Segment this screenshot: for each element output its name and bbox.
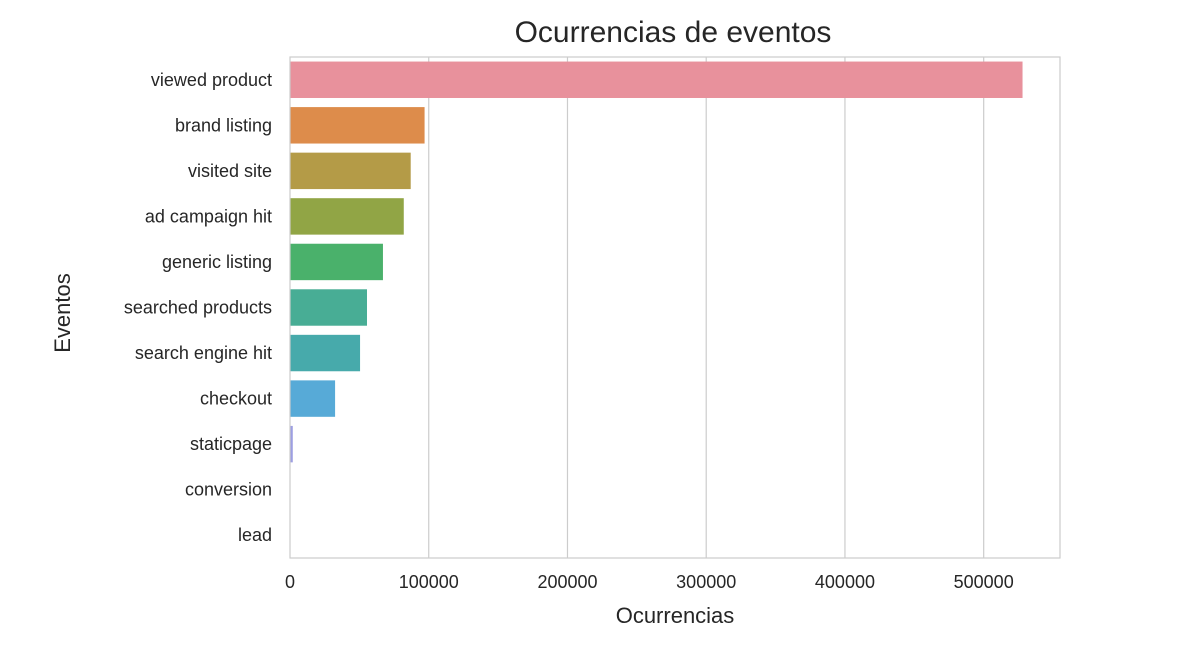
y-axis-label: Eventos <box>50 273 75 353</box>
y-tick-label-search-engine-hit: search engine hit <box>135 343 272 363</box>
y-tick-label-generic-listing: generic listing <box>162 252 272 272</box>
y-tick-label-searched-products: searched products <box>124 298 272 318</box>
y-tick-label-ad-campaign-hit: ad campaign hit <box>145 206 272 226</box>
bar-checkout <box>290 380 335 416</box>
x-tick-label-2: 200000 <box>537 572 597 592</box>
bar-searched-products <box>290 289 367 325</box>
bar-brand-listing <box>290 107 425 143</box>
y-tick-labels: viewed product brand listing visited site a… <box>124 70 272 545</box>
bar-generic-listing <box>290 244 383 280</box>
y-tick-label-staticpage: staticpage <box>190 434 272 454</box>
bar-viewed-product <box>290 62 1023 98</box>
x-tick-label-3: 300000 <box>676 572 736 592</box>
grid-layer <box>429 57 984 558</box>
y-tick-label-brand-listing: brand listing <box>175 115 272 135</box>
bar-ad-campaign-hit <box>290 198 404 234</box>
y-tick-label-conversion: conversion <box>185 480 272 500</box>
x-tick-label-1: 100000 <box>399 572 459 592</box>
chart-title: Ocurrencias de eventos <box>515 16 832 49</box>
x-tick-label-4: 400000 <box>815 572 875 592</box>
y-tick-label-checkout: checkout <box>200 389 272 409</box>
y-tick-label-lead: lead <box>238 525 272 545</box>
bar-layer <box>290 62 1023 554</box>
x-axis-label: Ocurrencias <box>616 603 735 628</box>
y-tick-label-viewed-product: viewed product <box>151 70 272 90</box>
bar-visited-site <box>290 153 411 189</box>
x-tick-label-5: 500000 <box>954 572 1014 592</box>
x-tick-label-0: 0 <box>285 572 295 592</box>
x-tick-labels: 0 100000 200000 300000 400000 500000 <box>285 572 1014 592</box>
bar-search-engine-hit <box>290 335 360 371</box>
y-tick-label-visited-site: visited site <box>188 161 272 181</box>
